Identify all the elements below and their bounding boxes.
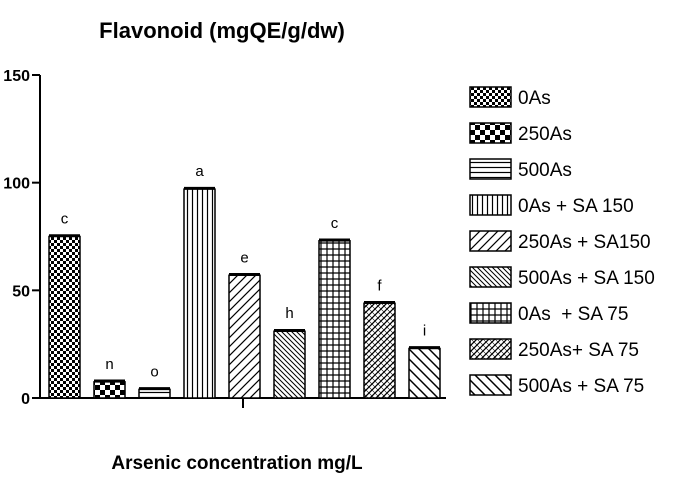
bar: [48, 235, 81, 399]
bar: [273, 330, 306, 399]
y-tick-label: 0: [21, 391, 30, 408]
legend-label: 250As + SA150: [518, 232, 651, 253]
significance-label: f: [377, 277, 382, 294]
legend-label: 0As + SA 75: [518, 304, 628, 325]
x-axis-label: Arsenic concentration mg/L: [111, 453, 363, 474]
significance-label: c: [61, 211, 69, 228]
bar: [318, 240, 351, 399]
legend-swatch: [469, 266, 512, 288]
legend-label: 250As: [518, 124, 572, 145]
significance-label: h: [285, 305, 293, 322]
legend-label: 250As+ SA 75: [518, 340, 639, 361]
bar: [138, 388, 171, 399]
bar: [228, 274, 261, 399]
legend-swatch: [469, 158, 512, 180]
legend: 0As 250As 500As 0As + SA 150 250As + SA150 50…: [469, 86, 655, 397]
legend-label: 0As: [518, 88, 551, 109]
legend-label: 500As + SA 150: [518, 268, 655, 289]
y-tick-label: 150: [3, 68, 30, 85]
significance-label: e: [240, 249, 248, 266]
bar: [183, 188, 216, 399]
bar: [363, 302, 396, 399]
significance-label: n: [105, 356, 113, 373]
bar: [408, 347, 441, 399]
legend-swatch: [469, 374, 512, 396]
y-tick-label: 100: [3, 176, 30, 193]
legend-label: 500As + SA 75: [518, 376, 644, 397]
legend-swatch: [469, 338, 512, 360]
significance-label: i: [423, 322, 426, 339]
bars-group: c n o a e h c f i: [48, 163, 441, 399]
y-tick-label: 50: [12, 283, 30, 300]
chart-title: Flavonoid (mgQE/g/dw): [99, 18, 345, 43]
significance-label: a: [195, 163, 204, 180]
significance-label: o: [150, 363, 158, 380]
y-axis: 0 50 100 150: [3, 68, 41, 408]
legend-swatch: [469, 302, 512, 324]
legend-swatch: [469, 230, 512, 252]
legend-swatch: [469, 122, 512, 144]
legend-swatch: [469, 86, 512, 108]
legend-label: 0As + SA 150: [518, 196, 634, 217]
significance-label: c: [331, 215, 339, 232]
legend-label: 500As: [518, 160, 572, 181]
legend-swatch: [469, 194, 512, 216]
bar: [93, 381, 126, 399]
